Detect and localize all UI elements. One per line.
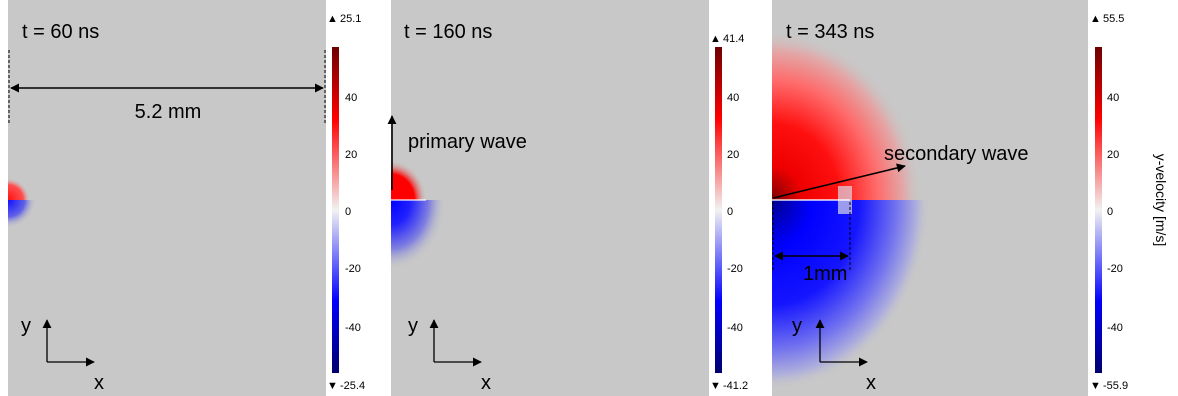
colorbar-tick: 0: [345, 206, 351, 218]
panel-1: t = 60 ns 5.2 mm y x ▲ 25.1 40 20 0 -20 …: [8, 0, 365, 396]
positive-wave-region: [391, 160, 427, 200]
colorbar-min-arrow: ▼: [710, 380, 721, 392]
x-axis-letter: x: [866, 372, 876, 394]
negative-wave-region: [391, 200, 446, 270]
colorbar-tick: 20: [727, 149, 739, 161]
x-axis-letter: x: [481, 372, 491, 394]
secondary-wave-arrow: [772, 163, 906, 199]
colorbar-max: 41.4: [723, 33, 744, 45]
colorbar-tick: -40: [1107, 322, 1123, 334]
axes-indicator: y x: [21, 315, 104, 394]
colorbar-gradient: [1095, 47, 1102, 373]
time-label: t = 60 ns: [22, 21, 99, 43]
colorbar-tick: -20: [1107, 263, 1123, 275]
panel-2: t = 160 ns primary wave y x ▲ 41.4 40 20…: [387, 0, 748, 396]
colorbar-min: -55.9: [1103, 380, 1128, 392]
colorbar-min: -41.2: [723, 380, 748, 392]
x-axis-letter: x: [94, 372, 104, 394]
colorbar-tick: 40: [727, 92, 739, 104]
colorbar: ▲ 41.4 40 20 0 -20 -40 ▼ -41.2: [710, 33, 748, 392]
colorbar-max-arrow: ▲: [1090, 13, 1101, 25]
colorbar-title: y-velocity [m/s]: [1153, 154, 1169, 247]
colorbar-max-arrow: ▲: [710, 33, 721, 45]
wave-field: [772, 30, 930, 390]
colorbar-tick: -40: [727, 322, 743, 334]
colorbar-min-arrow: ▼: [1090, 380, 1101, 392]
negative-wave-region: [772, 200, 930, 390]
plot-area: [391, 0, 709, 396]
colorbar-tick: 20: [1107, 149, 1119, 161]
time-label: t = 160 ns: [404, 21, 492, 43]
positive-wave-region: [772, 30, 922, 200]
primary-wave-label: primary wave: [408, 131, 527, 153]
colorbar-tick: 0: [727, 206, 733, 218]
wave-field: [391, 160, 446, 270]
colorbar-tick: -20: [727, 263, 743, 275]
wave-field: [8, 178, 36, 228]
plot-area: [8, 0, 326, 396]
colorbar-tick: 20: [345, 149, 357, 161]
panel-3: t = 343 ns secondary wave 1mm y x ▲ 55.5…: [772, 0, 1128, 396]
axes-indicator: y x: [408, 315, 491, 394]
colorbar-tick: 40: [345, 92, 357, 104]
colorbar-tick: -20: [345, 263, 361, 275]
y-axis-letter: y: [21, 315, 31, 337]
colorbar: ▲ 55.5 40 20 0 -20 -40 ▼ -55.9: [1090, 13, 1128, 392]
axes-indicator: y x: [792, 315, 876, 394]
width-label: 5.2 mm: [135, 101, 202, 123]
colorbar-gradient: [332, 47, 339, 373]
colorbar: ▲ 25.1 40 20 0 -20 -40 ▼ -25.4: [327, 13, 365, 392]
colorbar-gradient: [715, 47, 722, 373]
time-label: t = 343 ns: [786, 21, 874, 43]
colorbar-max: 55.5: [1103, 13, 1124, 25]
negative-wave-region: [8, 200, 36, 228]
colorbar-tick: 40: [1107, 92, 1119, 104]
colorbar-min: -25.4: [340, 380, 365, 392]
scale-label: 1mm: [803, 263, 847, 285]
positive-wave-region: [8, 178, 30, 200]
colorbar-max: 25.1: [340, 13, 361, 25]
secondary-wave-label: secondary wave: [884, 143, 1029, 165]
colorbar-min-arrow: ▼: [327, 380, 338, 392]
y-axis-letter: y: [792, 315, 802, 337]
colorbar-tick: -40: [345, 322, 361, 334]
colorbar-max-arrow: ▲: [327, 13, 338, 25]
colorbar-tick: 0: [1107, 206, 1113, 218]
y-axis-letter: y: [408, 315, 418, 337]
